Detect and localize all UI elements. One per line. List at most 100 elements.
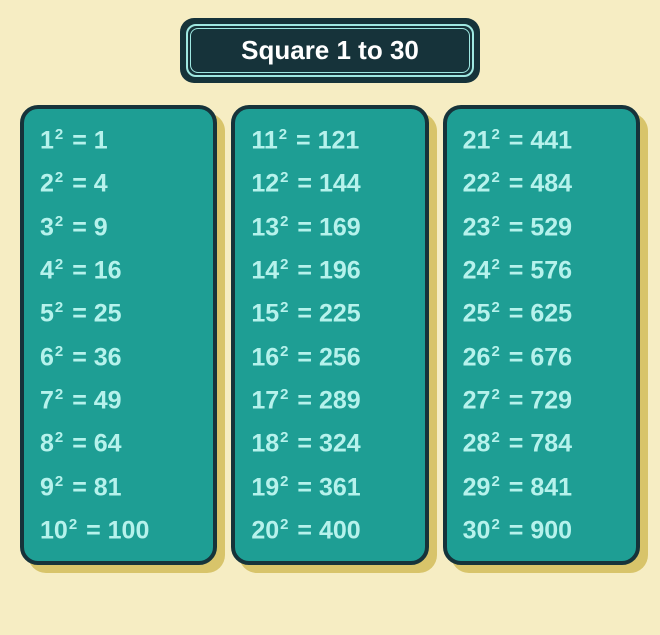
base: 5 [40,300,54,328]
square-row: 22 = 4 [40,170,201,196]
base: 7 [40,386,54,414]
base: 1 [40,126,54,154]
exponent: 2 [279,126,287,143]
equals: = [65,256,94,284]
equals: = [290,473,319,501]
base: 2 [40,170,54,198]
base: 20 [251,516,279,544]
equals: = [290,386,319,414]
base: 14 [251,256,279,284]
base: 28 [463,430,491,458]
base: 17 [251,386,279,414]
equals: = [502,343,531,371]
exponent: 2 [491,429,499,446]
equals: = [290,300,319,328]
exponent: 2 [491,299,499,316]
title-text: Square 1 to 30 [241,35,419,65]
columns-container: 12 = 1 22 = 4 32 = 9 42 = 16 52 = 25 62 … [0,105,660,565]
equals: = [65,430,94,458]
equals: = [502,386,531,414]
exponent: 2 [55,429,63,446]
result: 81 [94,473,122,501]
base: 12 [251,170,279,198]
square-row: 262 = 676 [463,344,624,370]
title-border-outer: Square 1 to 30 [186,24,474,77]
result: 784 [530,430,572,458]
base: 18 [251,430,279,458]
square-row: 82 = 64 [40,430,201,456]
exponent: 2 [280,473,288,490]
square-row: 282 = 784 [463,430,624,456]
base: 26 [463,343,491,371]
equals: = [289,126,318,154]
base: 8 [40,430,54,458]
square-row: 292 = 841 [463,474,624,500]
base: 21 [463,126,491,154]
exponent: 2 [491,213,499,230]
result: 729 [530,386,572,414]
column-1: 12 = 1 22 = 4 32 = 9 42 = 16 52 = 25 62 … [20,105,217,565]
base: 30 [463,516,491,544]
result: 900 [530,516,572,544]
exponent: 2 [491,516,499,533]
square-row: 42 = 16 [40,257,201,283]
exponent: 2 [280,429,288,446]
result: 841 [530,473,572,501]
result: 576 [530,256,572,284]
base: 25 [463,300,491,328]
base: 11 [251,126,277,154]
result: 49 [94,386,122,414]
equals: = [65,386,94,414]
base: 13 [251,213,279,241]
exponent: 2 [55,299,63,316]
result: 361 [319,473,361,501]
result: 100 [108,516,150,544]
result: 1 [94,126,108,154]
exponent: 2 [69,516,77,533]
equals: = [65,473,94,501]
base: 27 [463,386,491,414]
base: 6 [40,343,54,371]
panel: 12 = 1 22 = 4 32 = 9 42 = 16 52 = 25 62 … [20,105,217,565]
base: 23 [463,213,491,241]
result: 441 [530,126,572,154]
exponent: 2 [491,256,499,273]
result: 169 [319,213,361,241]
result: 289 [319,386,361,414]
square-row: 242 = 576 [463,257,624,283]
square-row: 232 = 529 [463,214,624,240]
exponent: 2 [491,126,499,143]
result: 4 [94,170,108,198]
square-row: 172 = 289 [251,387,412,413]
result: 36 [94,343,122,371]
square-row: 252 = 625 [463,300,624,326]
square-row: 12 = 1 [40,127,201,153]
equals: = [502,473,531,501]
base: 22 [463,170,491,198]
exponent: 2 [491,343,499,360]
square-row: 132 = 169 [251,214,412,240]
panel: 212 = 441 222 = 484 232 = 529 242 = 576 … [443,105,640,565]
base: 10 [40,516,68,544]
square-row: 272 = 729 [463,387,624,413]
square-row: 182 = 324 [251,430,412,456]
base: 19 [251,473,279,501]
result: 529 [530,213,572,241]
square-row: 212 = 441 [463,127,624,153]
result: 64 [94,430,122,458]
result: 256 [319,343,361,371]
result: 144 [319,170,361,198]
equals: = [290,256,319,284]
equals: = [79,516,108,544]
exponent: 2 [55,473,63,490]
square-row: 52 = 25 [40,300,201,326]
exponent: 2 [491,169,499,186]
result: 9 [94,213,108,241]
exponent: 2 [280,256,288,273]
exponent: 2 [491,386,499,403]
square-row: 122 = 144 [251,170,412,196]
square-row: 72 = 49 [40,387,201,413]
exponent: 2 [55,169,63,186]
exponent: 2 [280,213,288,230]
base: 16 [251,343,279,371]
